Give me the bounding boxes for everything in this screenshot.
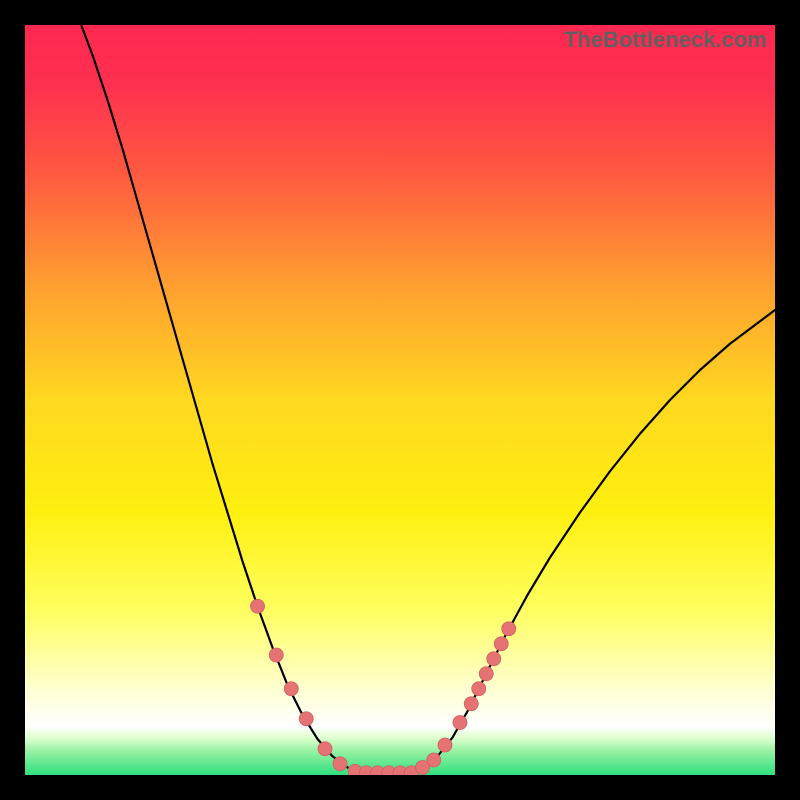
- data-marker: [479, 667, 493, 681]
- data-marker: [299, 712, 313, 726]
- data-marker: [427, 753, 441, 767]
- data-marker: [318, 742, 332, 756]
- plot-area: TheBottleneck.com: [25, 25, 775, 775]
- data-marker: [494, 637, 508, 651]
- data-marker: [502, 622, 516, 636]
- data-marker: [438, 738, 452, 752]
- chart-svg: [25, 25, 775, 775]
- data-marker: [333, 757, 347, 771]
- data-marker: [464, 697, 478, 711]
- data-marker: [487, 652, 501, 666]
- data-marker: [472, 682, 486, 696]
- data-marker: [269, 648, 283, 662]
- data-marker: [284, 682, 298, 696]
- chart-frame: TheBottleneck.com: [0, 0, 800, 800]
- chart-background: [25, 25, 775, 775]
- data-marker: [251, 599, 265, 613]
- watermark-text: TheBottleneck.com: [564, 27, 767, 53]
- data-marker: [453, 716, 467, 730]
